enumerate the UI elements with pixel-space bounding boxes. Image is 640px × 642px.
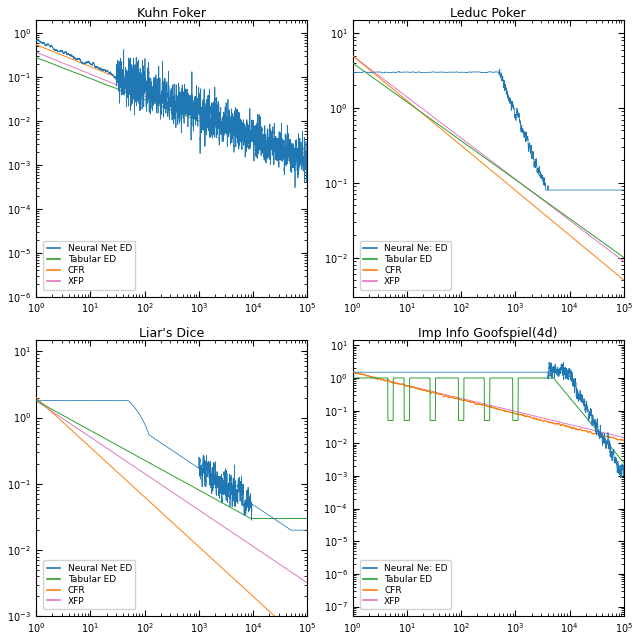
Title: Leduc Poker: Leduc Poker <box>451 7 526 20</box>
Legend: Neural Net ED, Tabular ED, CFR, XFP: Neural Net ED, Tabular ED, CFR, XFP <box>44 241 136 290</box>
Legend: Neural Net ED, Tabular ED, CFR, XFP: Neural Net ED, Tabular ED, CFR, XFP <box>44 560 136 609</box>
Title: Kuhn Foker: Kuhn Foker <box>137 7 206 20</box>
Title: Imp Info Goofspiel(4d): Imp Info Goofspiel(4d) <box>419 327 558 340</box>
Legend: Neural Ne: ED, Tabular ED, CFR, XFP: Neural Ne: ED, Tabular ED, CFR, XFP <box>360 241 451 290</box>
Legend: Neural Ne: ED, Tabular ED, CFR, XFP: Neural Ne: ED, Tabular ED, CFR, XFP <box>360 560 451 609</box>
Title: Liar's Dice: Liar's Dice <box>139 327 204 340</box>
